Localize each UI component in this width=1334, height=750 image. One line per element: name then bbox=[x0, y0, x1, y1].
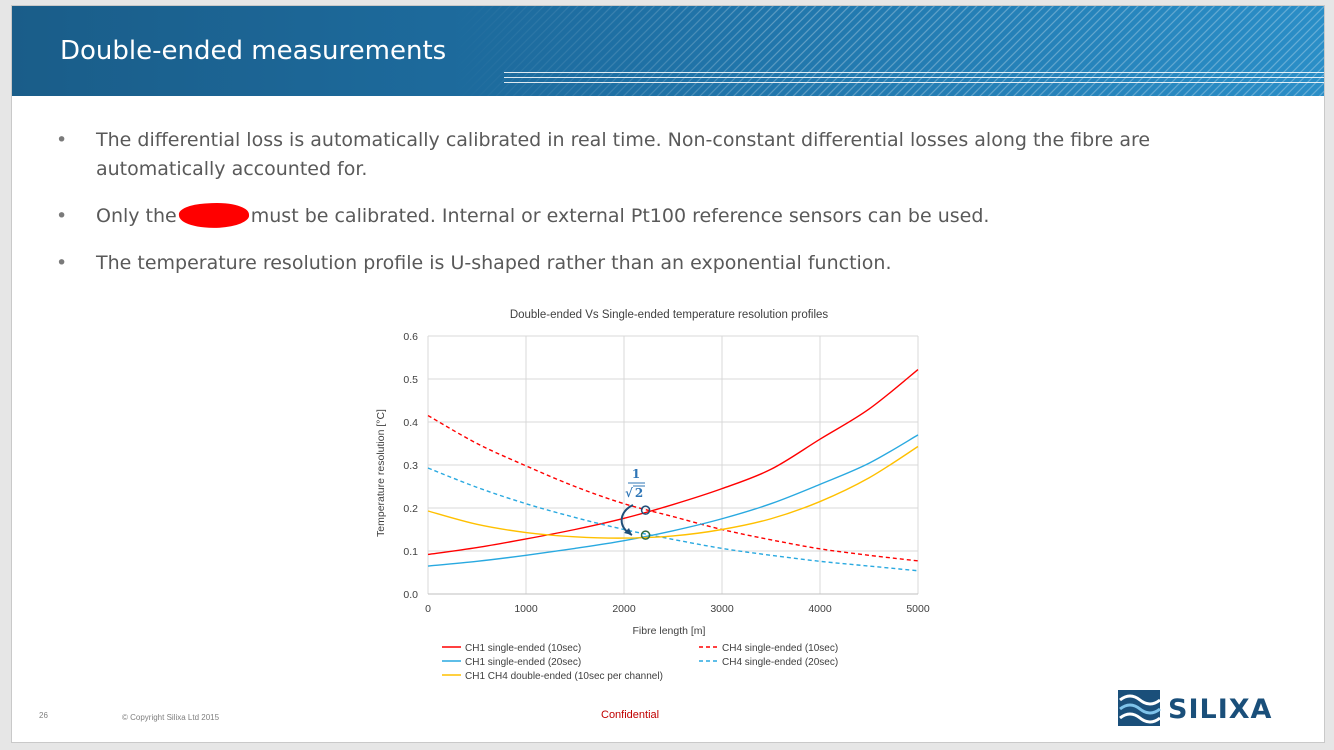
bullet-dot: • bbox=[56, 129, 68, 151]
x-tick-label: 1000 bbox=[514, 603, 538, 615]
x-axis-label: Fibre length [m] bbox=[633, 625, 706, 637]
x-tick-label: 5000 bbox=[906, 603, 930, 615]
legend-label: CH1 single-ended (20sec) bbox=[465, 657, 581, 668]
logo-wordmark: SILIXA bbox=[1168, 694, 1273, 725]
bullet-text: The temperature resolution profile is U-… bbox=[96, 252, 892, 274]
annotation-numerator: 1 bbox=[632, 467, 640, 481]
wave-icon bbox=[1118, 690, 1161, 726]
x-tick-label: 2000 bbox=[612, 603, 636, 615]
y-tick-label: 0.4 bbox=[403, 417, 418, 429]
y-tick-label: 0.1 bbox=[403, 546, 418, 558]
legend-label: CH4 single-ended (10sec) bbox=[722, 643, 838, 654]
series-line bbox=[427, 434, 919, 567]
series-line bbox=[427, 445, 919, 539]
confidential-label: Confidential bbox=[601, 709, 660, 721]
y-tick-label: 0.0 bbox=[403, 589, 418, 601]
x-tick-label: 0 bbox=[425, 603, 431, 615]
slide-title: Double-ended measurements bbox=[60, 36, 447, 66]
bullet-item: • The differential loss is automatically… bbox=[56, 126, 1256, 184]
banner-line bbox=[504, 77, 1324, 78]
banner-line bbox=[504, 72, 1324, 73]
annotation-denominator: 2 bbox=[635, 486, 643, 500]
chart-title: Double-ended Vs Single-ended temperature… bbox=[510, 309, 829, 321]
legend-label: CH1 CH4 double-ended (10sec per channel) bbox=[465, 671, 663, 682]
y-tick-label: 0.2 bbox=[403, 503, 418, 515]
annotation-sqrt-symbol: √ bbox=[625, 486, 633, 500]
sqrt2-annotation: 1 √ 2 bbox=[620, 467, 645, 536]
copyright-text: © Copyright Silixa Ltd 2015 bbox=[122, 713, 220, 722]
resolution-chart: Double-ended Vs Single-ended temperature… bbox=[375, 309, 930, 682]
slide: Double-ended measurements • The differen… bbox=[12, 6, 1324, 742]
y-tick-label: 0.6 bbox=[403, 331, 418, 343]
banner-line bbox=[504, 82, 1324, 83]
legend-label: CH1 single-ended (10sec) bbox=[465, 643, 581, 654]
series-line bbox=[427, 414, 919, 562]
annotation-arrowhead bbox=[624, 528, 632, 535]
title-banner: Double-ended measurements bbox=[12, 6, 1324, 96]
bullet-text-after: must be calibrated. Internal or external… bbox=[250, 205, 990, 227]
bullet-item: • Only the must be calibrated. Internal o… bbox=[56, 201, 1256, 231]
y-tick-labels: 0.0 0.1 0.2 0.3 0.4 0.5 0.6 bbox=[403, 331, 418, 601]
x-tick-label: 3000 bbox=[710, 603, 734, 615]
markers bbox=[640, 505, 651, 540]
bullet-item: • The temperature resolution profile is … bbox=[56, 249, 1256, 278]
chart-legend: CH1 single-ended (10sec) CH4 single-ended… bbox=[442, 643, 838, 682]
series-line bbox=[427, 368, 919, 556]
marker-circle bbox=[640, 530, 651, 540]
grid-lines bbox=[427, 335, 919, 595]
y-tick-label: 0.5 bbox=[403, 374, 418, 386]
bullet-list: • The differential loss is automatically… bbox=[56, 126, 1256, 296]
legend-label: CH4 single-ended (20sec) bbox=[722, 657, 838, 668]
marker-circle bbox=[640, 505, 651, 515]
x-tick-labels: 0 1000 2000 3000 4000 5000 bbox=[425, 603, 930, 615]
bullet-dot: • bbox=[56, 205, 68, 227]
redaction-mark bbox=[178, 201, 250, 230]
bullet-text-before: Only the bbox=[96, 205, 177, 227]
banner-hatch-pattern bbox=[452, 6, 1324, 96]
silixa-logo: SILIXA bbox=[1116, 688, 1308, 730]
bullet-dot: • bbox=[56, 252, 68, 274]
series-lines bbox=[427, 368, 919, 572]
series-line bbox=[427, 467, 919, 572]
bullet-text: The differential loss is automatically c… bbox=[96, 129, 1151, 180]
y-axis-label: Temperature resolution [°C] bbox=[375, 409, 387, 537]
page-number: 26 bbox=[39, 711, 48, 720]
x-tick-label: 4000 bbox=[808, 603, 832, 615]
y-tick-label: 0.3 bbox=[403, 460, 418, 472]
